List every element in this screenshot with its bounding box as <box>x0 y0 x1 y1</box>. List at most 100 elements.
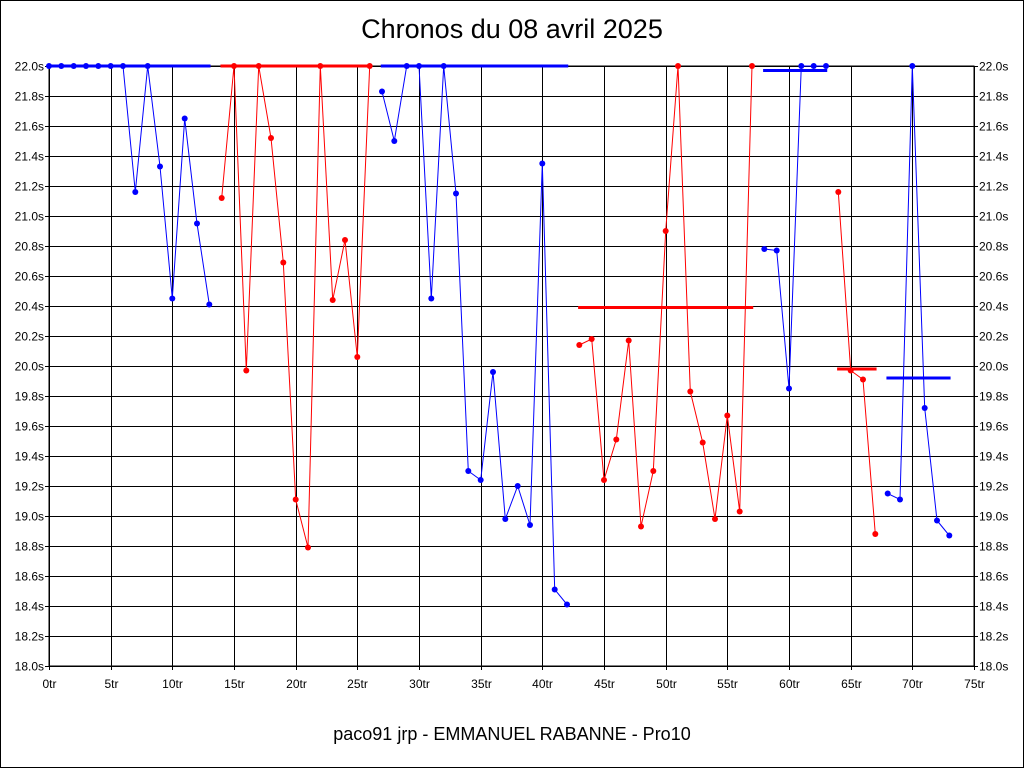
data-point <box>440 63 447 69</box>
y-tick-label-right: 19.4s <box>979 450 1008 464</box>
data-point <box>749 63 755 69</box>
data-point <box>255 63 262 69</box>
y-tick-label-right: 21.0s <box>979 210 1008 224</box>
x-tick-label: 40tr <box>532 677 553 691</box>
y-tick-label: 20.0s <box>15 360 44 374</box>
data-point <box>342 237 348 243</box>
y-tick-label-right: 18.6s <box>979 570 1008 584</box>
y-tick-label-right: 19.8s <box>979 390 1008 404</box>
series-line-6 <box>837 191 876 535</box>
data-point <box>551 586 558 593</box>
data-point <box>477 477 484 483</box>
x-tick-label: 70tr <box>902 677 923 691</box>
y-tick-label: 20.2s <box>15 330 44 344</box>
data-point <box>810 63 817 69</box>
data-point <box>502 516 509 522</box>
y-tick-label: 20.6s <box>15 270 44 284</box>
data-point <box>329 297 336 303</box>
data-point <box>699 439 706 446</box>
data-point <box>773 247 780 254</box>
data-point <box>317 63 324 69</box>
data-point <box>218 195 225 201</box>
data-point <box>107 63 114 69</box>
data-point <box>514 483 521 489</box>
y-tick-label-right: 21.2s <box>979 180 1008 194</box>
y-tick-label: 18.6s <box>15 570 44 584</box>
data-point <box>268 135 274 141</box>
y-tick-label-right: 22.0s <box>979 60 1008 74</box>
data-point <box>539 160 546 167</box>
data-point <box>305 544 311 551</box>
y-tick-label-right: 18.8s <box>979 540 1008 554</box>
data-point <box>946 532 953 539</box>
data-point <box>786 385 792 392</box>
y-tick-label: 21.2s <box>15 180 44 194</box>
data-point <box>662 228 669 234</box>
x-tick-label: 0tr <box>42 677 56 691</box>
x-tick-label: 50tr <box>656 677 677 691</box>
data-point <box>638 523 644 530</box>
data-point <box>687 388 694 395</box>
x-tick-label: 15tr <box>224 677 245 691</box>
data-point <box>83 63 89 69</box>
y-tick-label: 20.8s <box>15 240 44 254</box>
data-point <box>736 508 743 515</box>
data-point <box>909 63 916 69</box>
y-tick-label: 22.0s <box>15 60 44 74</box>
x-tick-label: 10tr <box>162 677 183 691</box>
data-point <box>416 63 422 69</box>
x-tick-label: 60tr <box>779 677 800 691</box>
y-tick-label-right: 20.8s <box>979 240 1008 254</box>
data-point <box>366 63 373 69</box>
y-tick-label: 19.8s <box>15 390 44 404</box>
y-tick-label-right: 18.4s <box>979 600 1008 614</box>
data-point <box>465 468 472 474</box>
data-point <box>601 477 607 483</box>
data-point <box>292 496 299 503</box>
y-tick-label-right: 19.0s <box>979 510 1008 524</box>
y-tick-label-right: 18.0s <box>979 660 1008 674</box>
y-tick-label-right: 20.4s <box>979 300 1008 314</box>
y-tick-label-right: 20.2s <box>979 330 1008 344</box>
data-point <box>453 190 459 197</box>
x-tick-label: 55tr <box>717 677 738 691</box>
data-point <box>761 246 768 252</box>
data-point <box>860 376 866 383</box>
data-point <box>564 601 570 608</box>
data-point <box>650 468 657 474</box>
y-tick-label: 19.2s <box>15 480 44 494</box>
data-point <box>354 354 361 360</box>
y-tick-label: 19.0s <box>15 510 44 524</box>
data-point <box>884 490 891 497</box>
data-point <box>835 189 842 195</box>
data-point <box>144 63 151 69</box>
data-point <box>391 138 398 144</box>
data-point <box>379 88 385 95</box>
y-tick-label: 18.2s <box>15 630 44 644</box>
x-tick-label: 25tr <box>347 677 368 691</box>
data-point <box>823 63 829 69</box>
data-point <box>95 63 102 69</box>
y-tick-label: 20.4s <box>15 300 44 314</box>
data-point <box>934 517 940 524</box>
data-point <box>132 189 139 195</box>
x-tick-label: 20tr <box>286 677 307 691</box>
data-point <box>527 522 533 528</box>
y-tick-label: 19.4s <box>15 450 44 464</box>
y-tick-label: 21.6s <box>15 120 44 134</box>
x-tick-label: 35tr <box>471 677 492 691</box>
data-point <box>576 342 583 348</box>
chart-caption: paco91 jrp - EMMANUEL RABANNE - Pro10 <box>333 724 691 744</box>
data-point <box>181 115 188 122</box>
data-point <box>70 63 77 69</box>
data-point <box>675 63 681 69</box>
data-point <box>46 63 52 69</box>
data-point <box>712 516 718 522</box>
data-point <box>724 412 731 419</box>
data-point <box>280 259 287 266</box>
data-point <box>428 295 435 302</box>
data-point <box>120 63 126 69</box>
x-tick-label: 30tr <box>409 677 430 691</box>
data-point <box>169 295 176 302</box>
